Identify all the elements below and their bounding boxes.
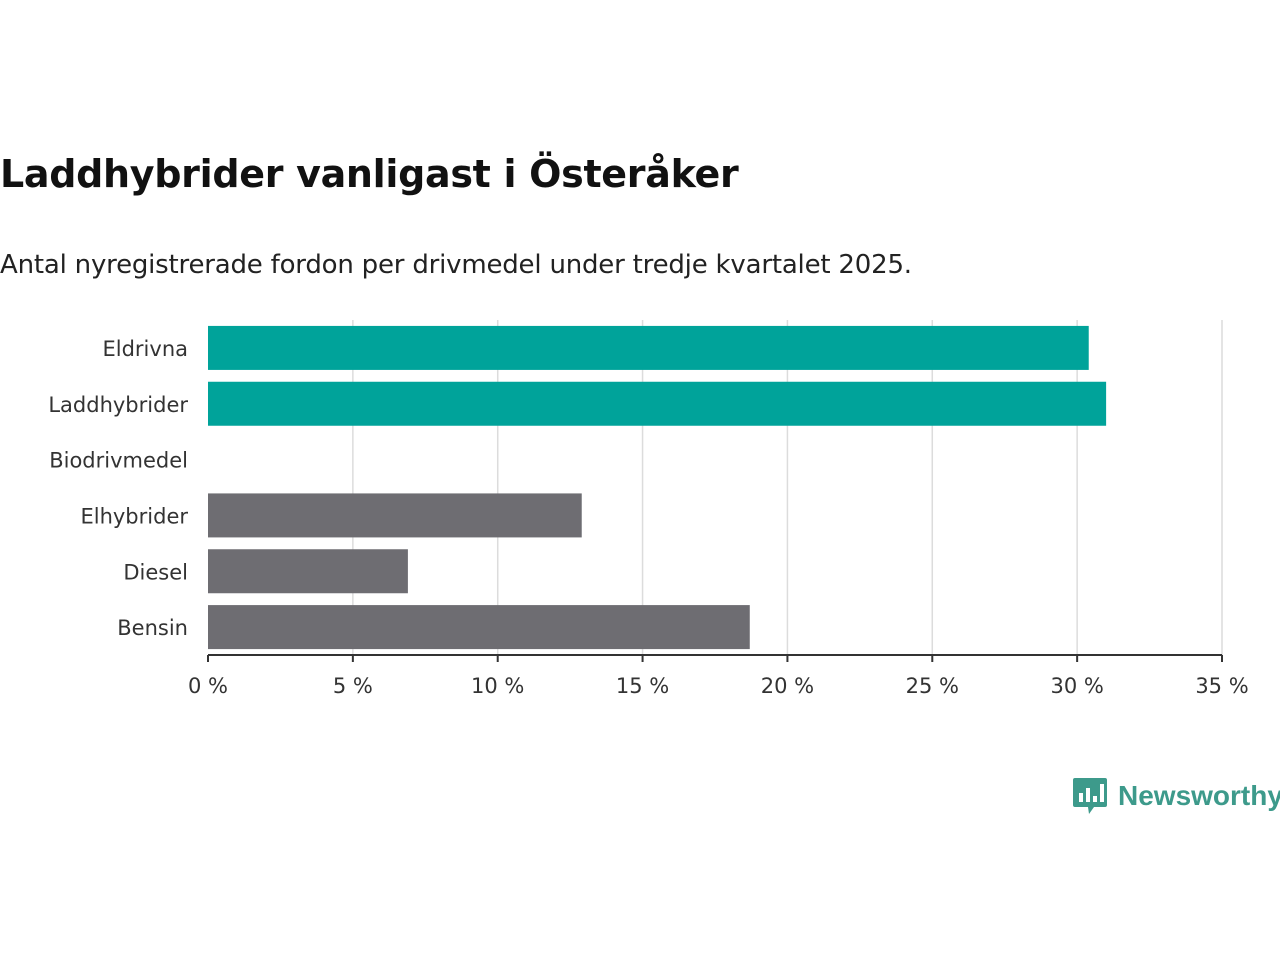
chart-subtitle: Antal nyregistrerade fordon per drivmede… (0, 250, 912, 280)
category-labels: Eldrivna Laddhybrider Biodrivmedel Elhybrid… (48, 337, 188, 640)
x-tick-label-10: 10 % (471, 674, 524, 698)
grid-lines (352, 320, 1223, 655)
category-label-elhybrider: Elhybrider (80, 504, 188, 528)
bar-eldrivna (208, 325, 1089, 370)
category-label-laddhybrider: Laddhybrider (48, 393, 188, 417)
x-axis: 0 % 5 % 10 % 15 % 20 % 25 % 30 % 35 % (188, 654, 1249, 698)
x-tick-label-20: 20 % (761, 674, 814, 698)
x-tick-label-30: 30 % (1050, 674, 1103, 698)
chart-title: Laddhybrider vanligast i Österåker (0, 152, 739, 196)
bar-diesel (208, 549, 408, 594)
bar-bensin (208, 605, 750, 650)
bar-laddhybrider (208, 381, 1107, 426)
brand-name: Newsworthy (1118, 780, 1280, 811)
x-tick-label-5: 5 % (333, 674, 373, 698)
category-label-eldrivna: Eldrivna (102, 337, 188, 361)
brand-logo: Newsworthy (1072, 776, 1280, 816)
category-label-bensin: Bensin (117, 616, 188, 640)
x-tick-label-35: 35 % (1195, 674, 1248, 698)
category-label-biodrivmedel: Biodrivmedel (49, 449, 188, 473)
x-tick-label-15: 15 % (616, 674, 669, 698)
x-tick-label-0: 0 % (188, 674, 228, 698)
category-label-diesel: Diesel (123, 560, 188, 584)
bar-elhybrider (208, 493, 582, 538)
x-tick-label-25: 25 % (906, 674, 959, 698)
newsworthy-logo-icon (1073, 778, 1107, 814)
bars (208, 325, 1107, 650)
